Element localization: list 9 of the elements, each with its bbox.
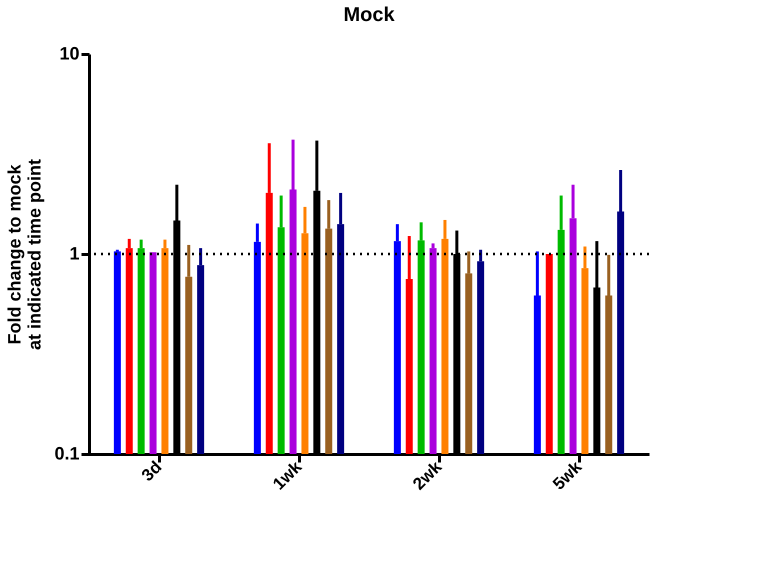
y-tick-label: 1	[69, 244, 80, 264]
x-tick-label: 2wk	[409, 457, 446, 494]
y-tick-label: 0.1	[54, 444, 80, 464]
x-tick-label: 5wk	[549, 457, 586, 494]
y-axis-title: Fold change to mock at indicated time point	[4, 158, 44, 350]
x-tick-label: 3d	[138, 457, 166, 485]
chart-title: Mock	[343, 4, 396, 26]
y-tick-label: 10	[59, 44, 80, 64]
x-tick-label: 1wk	[269, 457, 306, 494]
